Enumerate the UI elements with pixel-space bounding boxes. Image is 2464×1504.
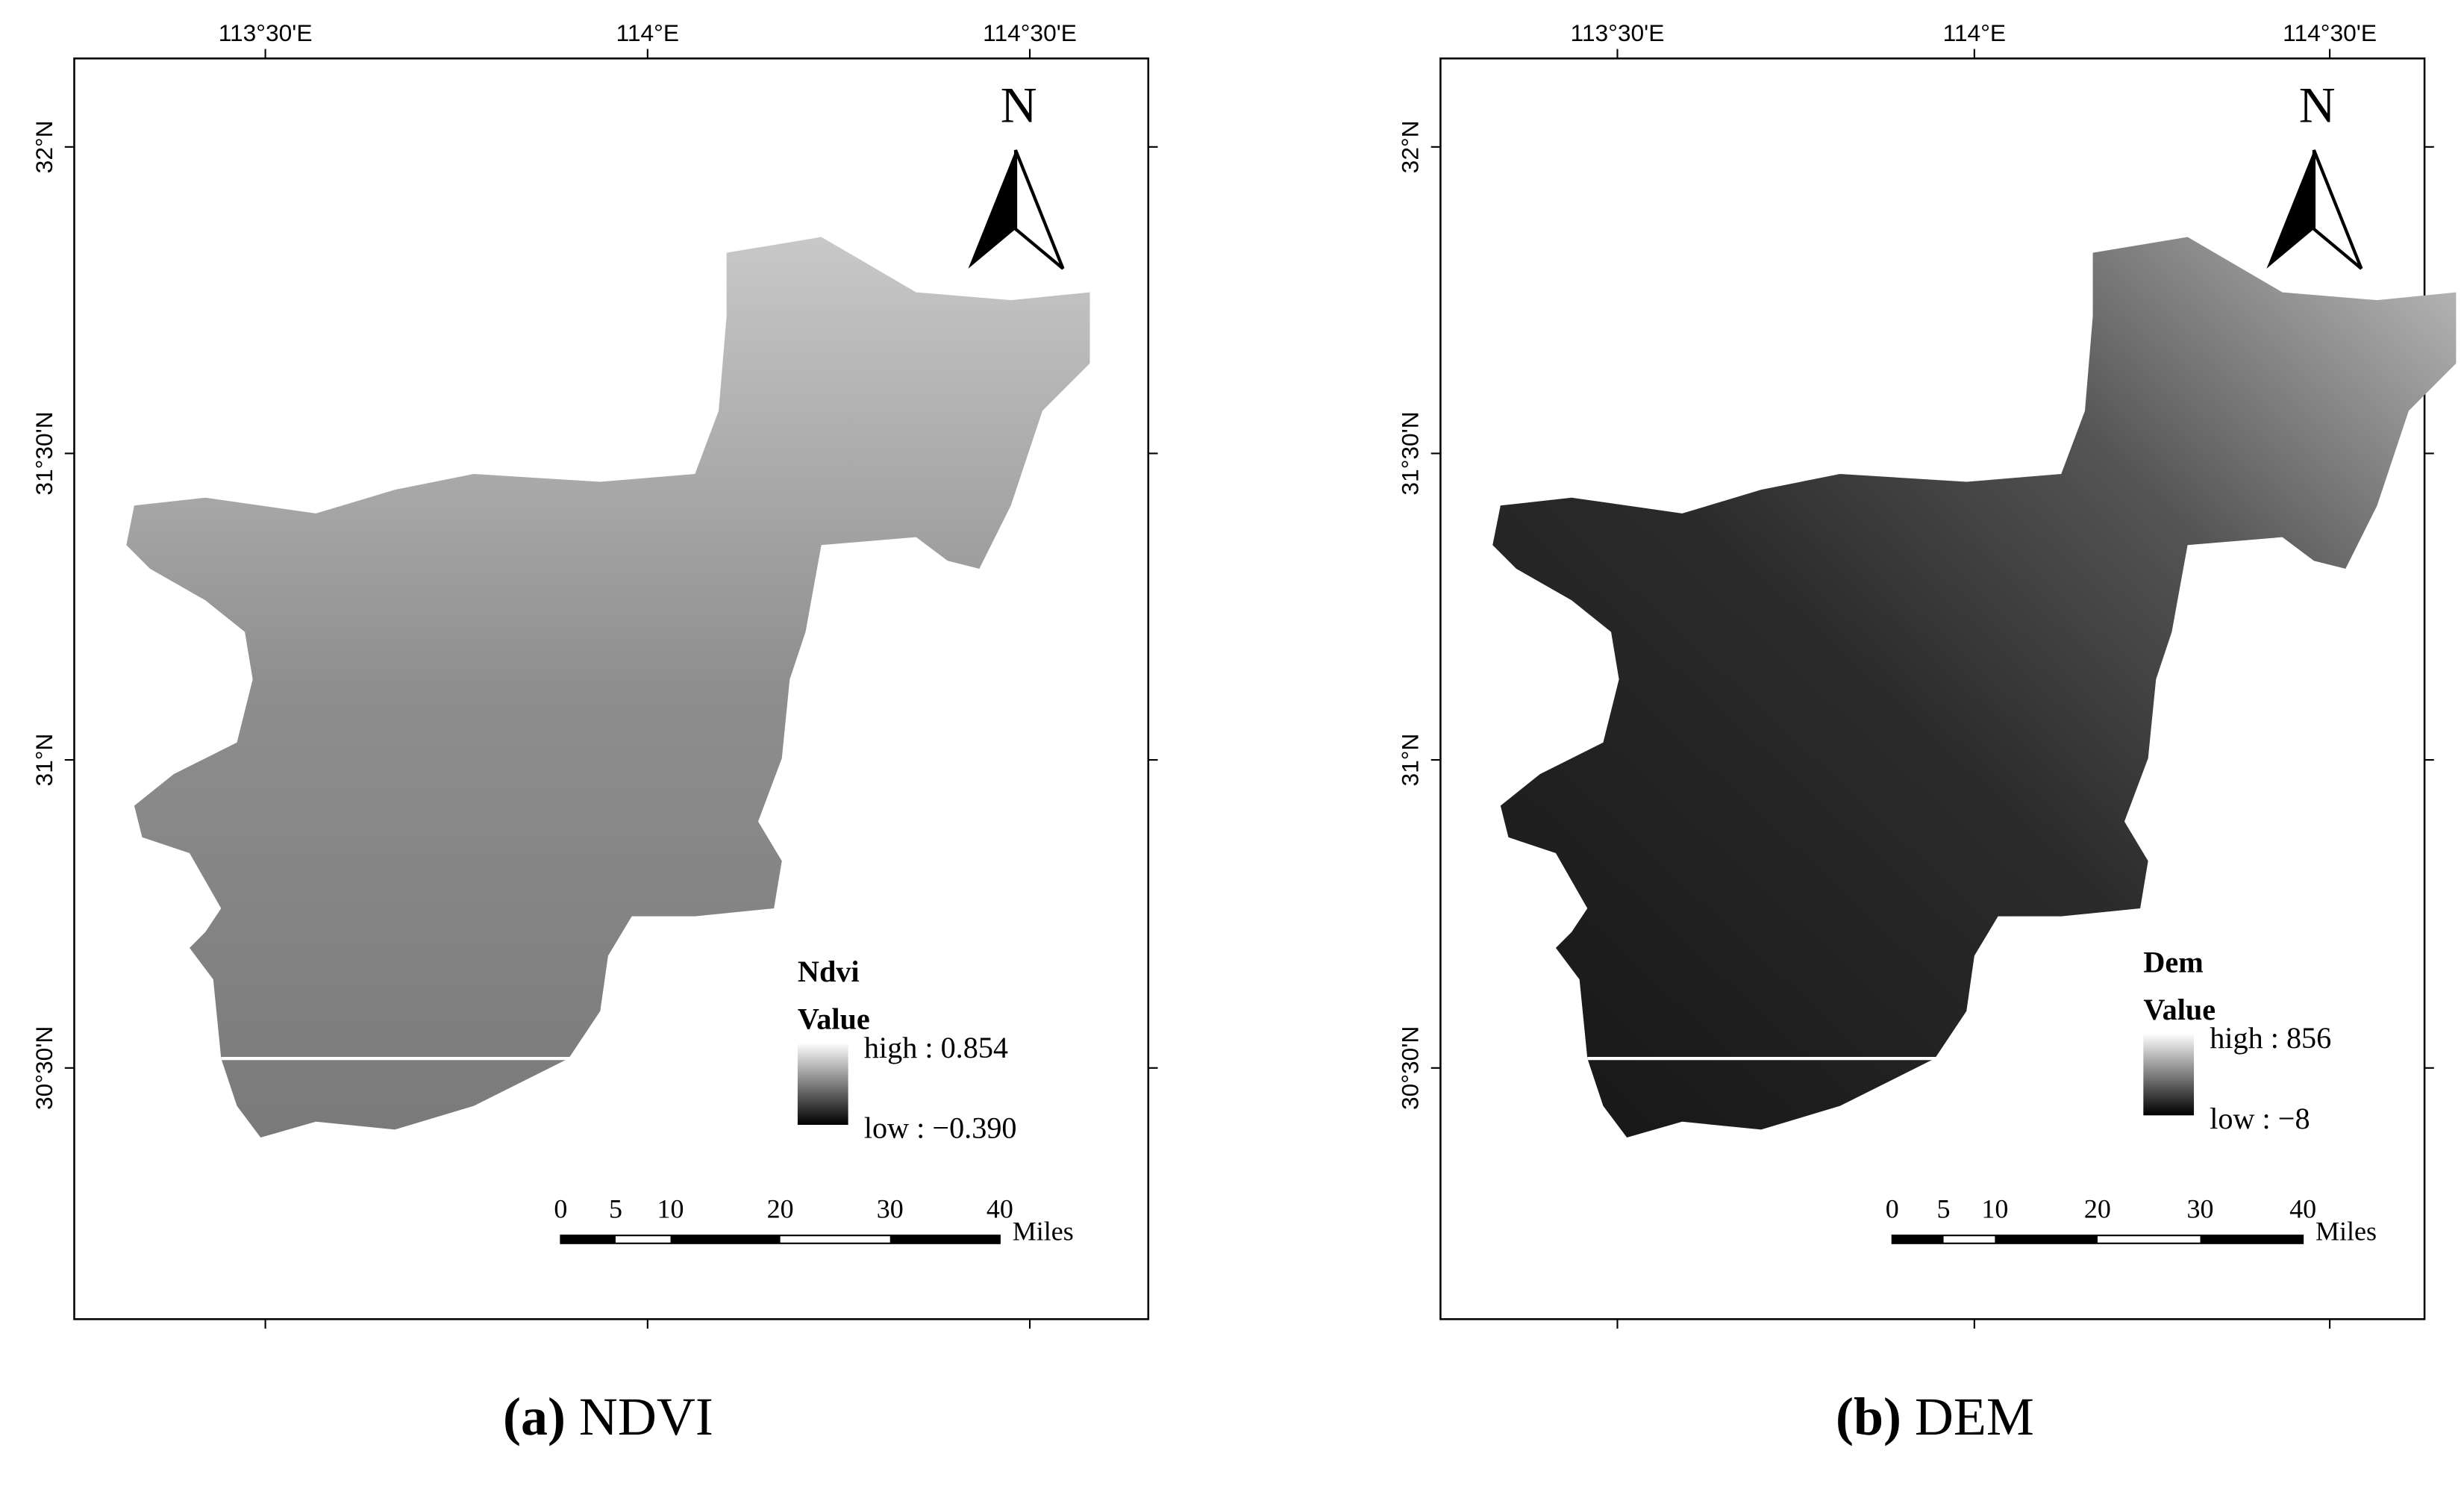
caption: (b) DEM [1836, 1386, 2034, 1446]
scale-label: 0 [1886, 1194, 1899, 1224]
north-arrow [968, 150, 1016, 269]
map-frame [73, 57, 1150, 1320]
legend-low: low : −0.390 [864, 1111, 1017, 1145]
region [126, 237, 1090, 1138]
lon-label: 113°30'E [219, 19, 313, 46]
legend-title: Dem [2143, 945, 2203, 979]
scale-segment [2200, 1235, 2304, 1244]
lat-label: 30°30'N [1397, 1026, 1424, 1110]
lat-label: 32°N [1397, 120, 1424, 173]
scale-segment [1892, 1235, 1944, 1244]
scale-segment [1995, 1235, 2098, 1244]
lat-label: 31°30'N [31, 411, 57, 495]
scale-label: 20 [2084, 1194, 2111, 1224]
map-panel: 113°30'E 114°E 114°30'E 32°N 31°30'N 31°N 30°3… [1397, 19, 2457, 1446]
map-frame [1439, 57, 2426, 1320]
legend-low: low : −8 [2210, 1102, 2310, 1135]
north-arrow [2266, 150, 2314, 269]
scale-label: 30 [877, 1194, 904, 1224]
scale-label: 20 [767, 1194, 794, 1224]
caption-text: DEM [1915, 1386, 2034, 1446]
north-arrow [1013, 149, 1065, 270]
caption-text: NDVI [579, 1386, 713, 1446]
lat-label: 30°30'N [31, 1026, 57, 1110]
scale-segment [889, 1235, 1000, 1244]
scale-label: 5 [609, 1194, 622, 1224]
lon-label: 114°E [1943, 19, 2006, 46]
legend-subtitle: Value [798, 1002, 870, 1036]
lon-label: 114°30'E [983, 19, 1077, 46]
lat-label: 31°N [1397, 734, 1424, 787]
scale-label: 40 [986, 1194, 1013, 1224]
scale-label: 30 [2187, 1194, 2214, 1224]
lat-label: 31°N [31, 734, 57, 787]
north-label: N [1001, 78, 1037, 134]
scale-label: 40 [2289, 1194, 2316, 1224]
map-panel: 113°30'E 114°E 114°30'E 32°N 31°30'N 31°N 30°3… [31, 19, 1158, 1446]
region [1492, 237, 2457, 1138]
caption-label: (b) [1836, 1386, 1901, 1446]
lon-label: 114°30'E [2283, 19, 2377, 46]
legend-subtitle: Value [2143, 993, 2216, 1026]
lon-label: 114°E [616, 19, 679, 46]
lat-label: 31°30'N [1397, 411, 1424, 495]
scale-unit: Miles [2316, 1216, 2377, 1246]
legend-ramp [797, 1042, 848, 1126]
scale-label: 0 [554, 1194, 567, 1224]
lat-label: 32°N [31, 120, 57, 173]
caption-label: (a) [503, 1386, 566, 1446]
scale-label: 10 [657, 1194, 684, 1224]
legend-title: Ndvi [798, 955, 860, 988]
legend-high: high : 856 [2210, 1021, 2331, 1055]
lon-label: 113°30'E [1571, 19, 1665, 46]
legend-ramp [2143, 1033, 2195, 1116]
scale-segment [670, 1235, 781, 1244]
scale-segment [560, 1235, 616, 1244]
scale-label: 10 [1981, 1194, 2008, 1224]
legend-high: high : 0.854 [864, 1031, 1008, 1064]
scale-unit: Miles [1013, 1216, 1074, 1246]
caption: (a) NDVI [503, 1386, 713, 1446]
north-label: N [2299, 78, 2336, 134]
north-arrow [2312, 149, 2363, 270]
scale-label: 5 [1937, 1194, 1951, 1224]
